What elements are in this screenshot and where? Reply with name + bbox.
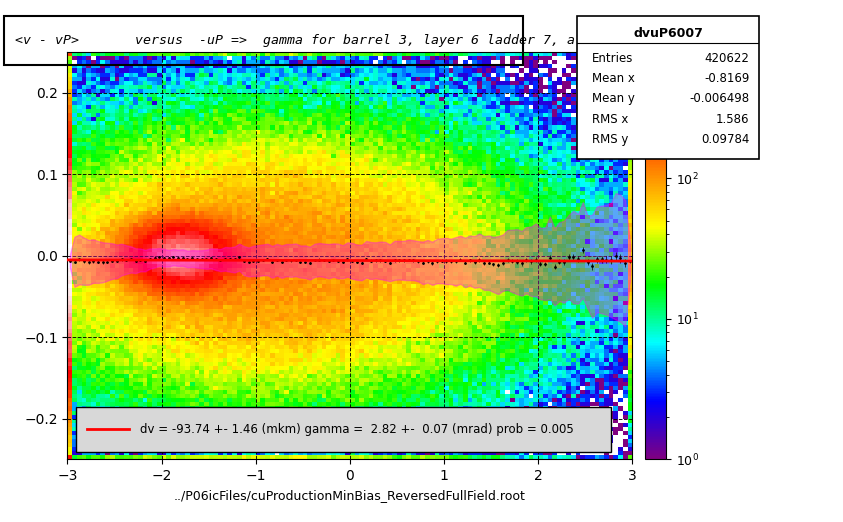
Text: RMS x: RMS x bbox=[592, 113, 628, 125]
Text: -0.8169: -0.8169 bbox=[704, 73, 749, 85]
Text: Entries: Entries bbox=[592, 52, 633, 65]
Text: dvuP6007: dvuP6007 bbox=[633, 27, 703, 40]
Text: dv = -93.74 +- 1.46 (mkm) gamma =  2.82 +-  0.07 (mrad) prob = 0.005: dv = -93.74 +- 1.46 (mkm) gamma = 2.82 +… bbox=[140, 423, 574, 436]
Text: 1.586: 1.586 bbox=[717, 113, 749, 125]
Text: Mean x: Mean x bbox=[592, 73, 635, 85]
Text: 0.09784: 0.09784 bbox=[701, 133, 749, 146]
Text: 420622: 420622 bbox=[705, 52, 749, 65]
Text: <v - vP>       versus  -uP =>  gamma for barrel 3, layer 6 ladder 7, all wafers: <v - vP> versus -uP => gamma for barrel … bbox=[14, 34, 647, 47]
Text: Mean y: Mean y bbox=[592, 92, 635, 105]
Text: RMS y: RMS y bbox=[592, 133, 628, 146]
Text: -0.006498: -0.006498 bbox=[690, 92, 749, 105]
X-axis label: ../P06icFiles/cuProductionMinBias_ReversedFullField.root: ../P06icFiles/cuProductionMinBias_Revers… bbox=[174, 489, 526, 502]
